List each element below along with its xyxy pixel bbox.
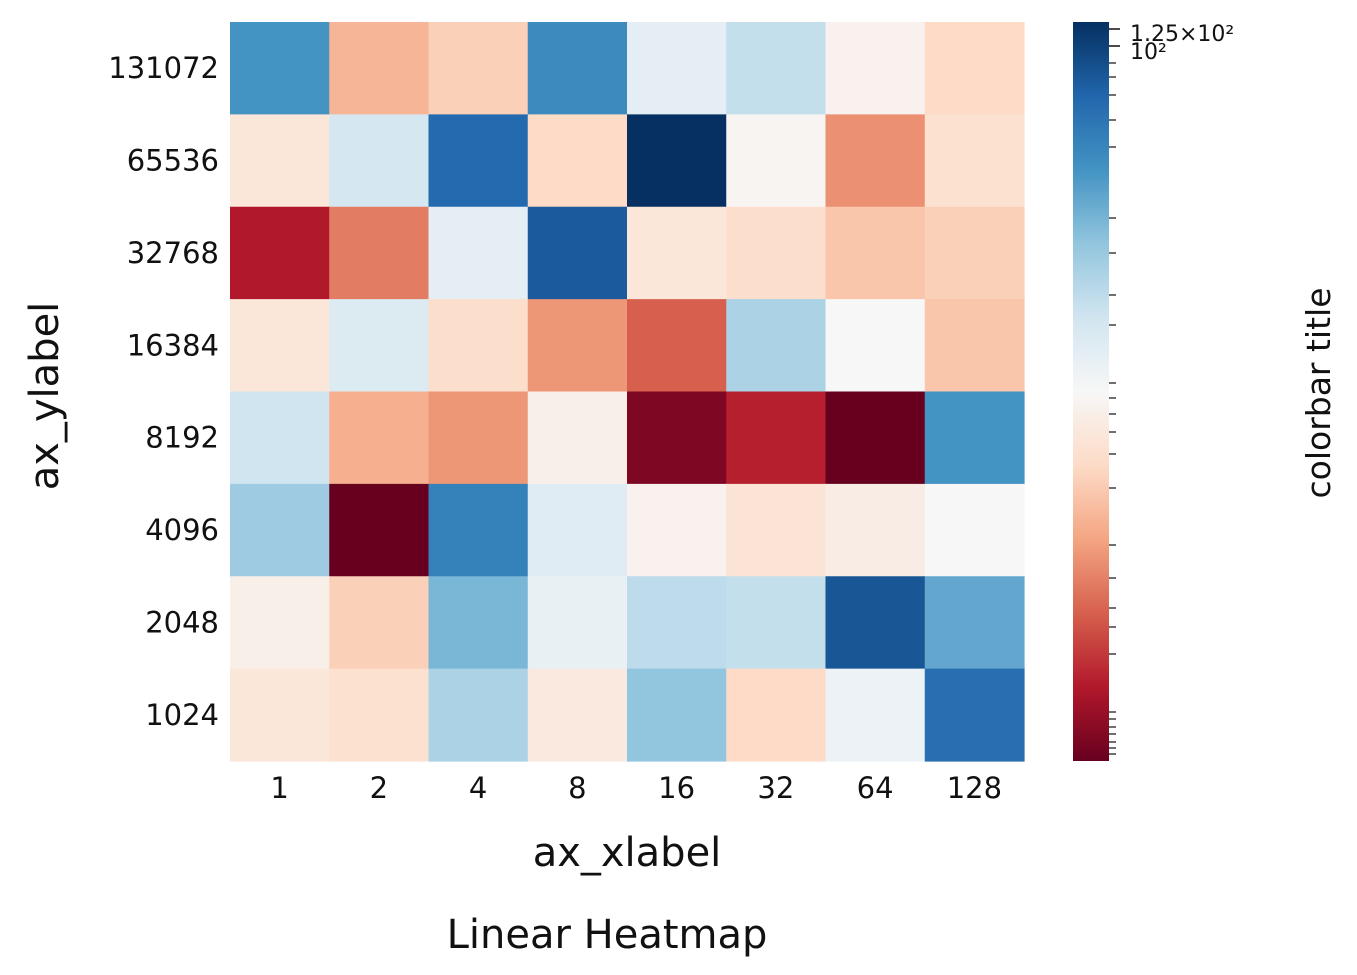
heatmap-cell [428, 299, 529, 393]
chart-title: Linear Heatmap [447, 912, 768, 958]
heatmap-cell [825, 391, 926, 485]
heatmap-cell [527, 22, 628, 115]
heatmap-cell [627, 668, 727, 762]
colorbar-tick-label-second: 10² [1130, 40, 1167, 65]
y-tick-label: 8192 [145, 421, 219, 455]
x-tick-label: 1 [270, 771, 288, 805]
colorbar-minor-ticks [1109, 62, 1116, 755]
heatmap-cell [924, 114, 1025, 208]
colorbar-tick-label-top: 1.25×10² [1130, 22, 1234, 47]
heatmap-cell [230, 391, 330, 485]
heatmap-cell [527, 483, 628, 577]
heatmap-cell [924, 299, 1025, 393]
heatmap-cell [825, 668, 926, 762]
heatmap-cell [230, 114, 330, 208]
heatmap-cell [230, 206, 330, 300]
heatmap-cell [230, 668, 330, 762]
heatmap-cell [329, 391, 430, 485]
heatmap-cell [924, 576, 1025, 670]
heatmap-cell [726, 668, 827, 762]
heatmap-cell [329, 206, 430, 300]
heatmap-cell [726, 483, 827, 577]
x-tick-label: 32 [757, 771, 794, 805]
y-tick-labels: 131072 65536 32768 16384 8192 4096 2048 1024 [108, 51, 219, 732]
x-tick-label: 128 [947, 771, 1002, 805]
heatmap-cell [527, 114, 628, 208]
x-tick-labels: 1 2 4 8 16 32 64 128 [270, 771, 1002, 805]
y-tick-label: 16384 [127, 328, 219, 362]
x-axis-label: ax_xlabel [533, 830, 722, 876]
heatmap-cell [428, 483, 529, 577]
heatmap-cell [527, 668, 628, 762]
x-tick-label: 64 [857, 771, 894, 805]
heatmap-cell [627, 206, 727, 300]
heatmap-cell [627, 576, 727, 670]
heatmap-cell [726, 576, 827, 670]
y-tick-label: 131072 [108, 51, 219, 85]
heatmap-cell [825, 299, 926, 393]
x-tick-label: 2 [370, 771, 388, 805]
heatmap-cell [627, 391, 727, 485]
heatmap-cell [627, 299, 727, 393]
heatmap-cell [428, 576, 529, 670]
x-tick-label: 8 [568, 771, 586, 805]
y-axis-label: ax_ylabel [22, 302, 68, 491]
heatmap-cell [428, 206, 529, 300]
heatmap-cell [230, 22, 330, 115]
heatmap-cell [329, 483, 430, 577]
heatmap-cell [428, 114, 529, 208]
heatmap-cell [726, 299, 827, 393]
heatmap-cell [627, 22, 727, 115]
heatmap-cell [924, 668, 1025, 762]
heatmap-cell [726, 206, 827, 300]
heatmap-cell [825, 22, 926, 115]
heatmap-cell [329, 299, 430, 393]
colorbar-title: colorbar title [1299, 287, 1338, 498]
heatmap-cell [924, 22, 1025, 115]
y-tick-label: 65536 [127, 144, 219, 178]
heatmap-cell [230, 483, 330, 577]
heatmap-cell [230, 299, 330, 393]
heatmap-cell [527, 576, 628, 670]
heatmap-cell [825, 206, 926, 300]
heatmap-cell [428, 391, 529, 485]
heatmap-cell [428, 668, 529, 762]
heatmap-cell [924, 391, 1025, 485]
heatmap-cell [726, 391, 827, 485]
heatmap-cell [527, 391, 628, 485]
heatmap-cell [527, 299, 628, 393]
heatmap-cell [627, 483, 727, 577]
heatmap-cell [825, 576, 926, 670]
y-tick-label: 32768 [127, 236, 219, 270]
heatmap-cells [230, 22, 1025, 762]
heatmap-cell [627, 114, 727, 208]
y-tick-label: 4096 [145, 513, 219, 547]
x-tick-label: 16 [658, 771, 695, 805]
heatmap-cell [329, 576, 430, 670]
x-tick-label: 4 [469, 771, 487, 805]
heatmap-cell [428, 22, 529, 115]
heatmap-cell [825, 483, 926, 577]
heatmap-cell [726, 114, 827, 208]
heatmap-cell [329, 114, 430, 208]
heatmap-cell [726, 22, 827, 115]
heatmap-cell [329, 668, 430, 762]
heatmap-cell [329, 22, 430, 115]
heatmap-cell [924, 206, 1025, 300]
heatmap-cell [924, 483, 1025, 577]
y-tick-label: 2048 [145, 605, 219, 639]
heatmap-cell [527, 206, 628, 300]
colorbar [1073, 22, 1109, 761]
heatmap-cell [230, 576, 330, 670]
y-tick-label: 1024 [145, 698, 219, 732]
heatmap-cell [825, 114, 926, 208]
